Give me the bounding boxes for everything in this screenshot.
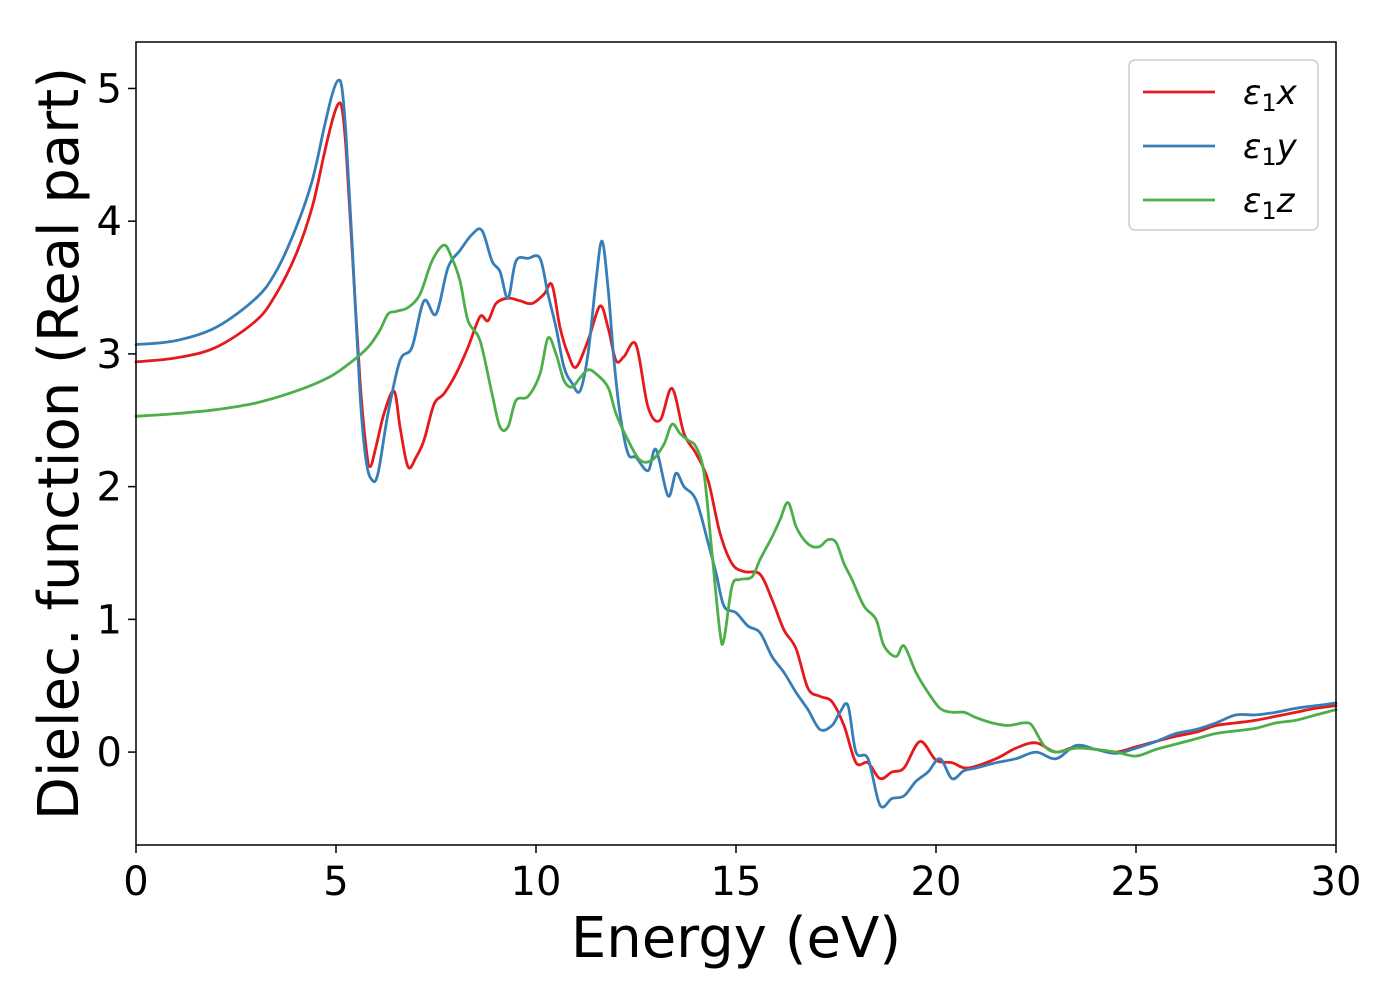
y-tick-label: 3: [97, 332, 122, 378]
x-tick-label: 0: [123, 859, 148, 905]
legend-label: ε1z: [1243, 181, 1296, 225]
legend-items: ε1x ε1y ε1z: [1143, 73, 1298, 225]
y-axis-label: Dielec. function (Real part): [27, 67, 92, 820]
x-tick-label: 5: [323, 859, 348, 905]
legend-label: ε1y: [1243, 127, 1298, 171]
x-tick-label: 20: [911, 859, 962, 905]
series-line-z: [134, 243, 1338, 758]
legend-item-x: ε1x: [1143, 73, 1298, 117]
x-tick-label: 25: [1111, 859, 1162, 905]
x-tick-label: 30: [1311, 859, 1362, 905]
x-axis-label: Energy (eV): [571, 906, 901, 971]
legend: ε1x ε1y ε1z: [1128, 59, 1319, 231]
legend-box: [1128, 59, 1319, 231]
y-tick-label: 2: [97, 465, 122, 511]
legend-label: ε1x: [1243, 73, 1298, 117]
y-tick-label: 0: [97, 730, 122, 776]
y-tick-label: 1: [97, 597, 122, 643]
series-layer: [134, 78, 1338, 809]
series-line-y: [134, 78, 1338, 809]
y-tick-label: 5: [97, 66, 122, 112]
legend-item-y: ε1y: [1143, 127, 1298, 171]
tick-layer: 0 5 10 15 20 25 30 0 1 2 3 4 5: [97, 66, 1362, 905]
x-tick-label: 15: [711, 859, 762, 905]
x-tick-label: 10: [511, 859, 562, 905]
legend-item-z: ε1z: [1143, 181, 1296, 225]
y-tick-label: 4: [97, 199, 122, 245]
